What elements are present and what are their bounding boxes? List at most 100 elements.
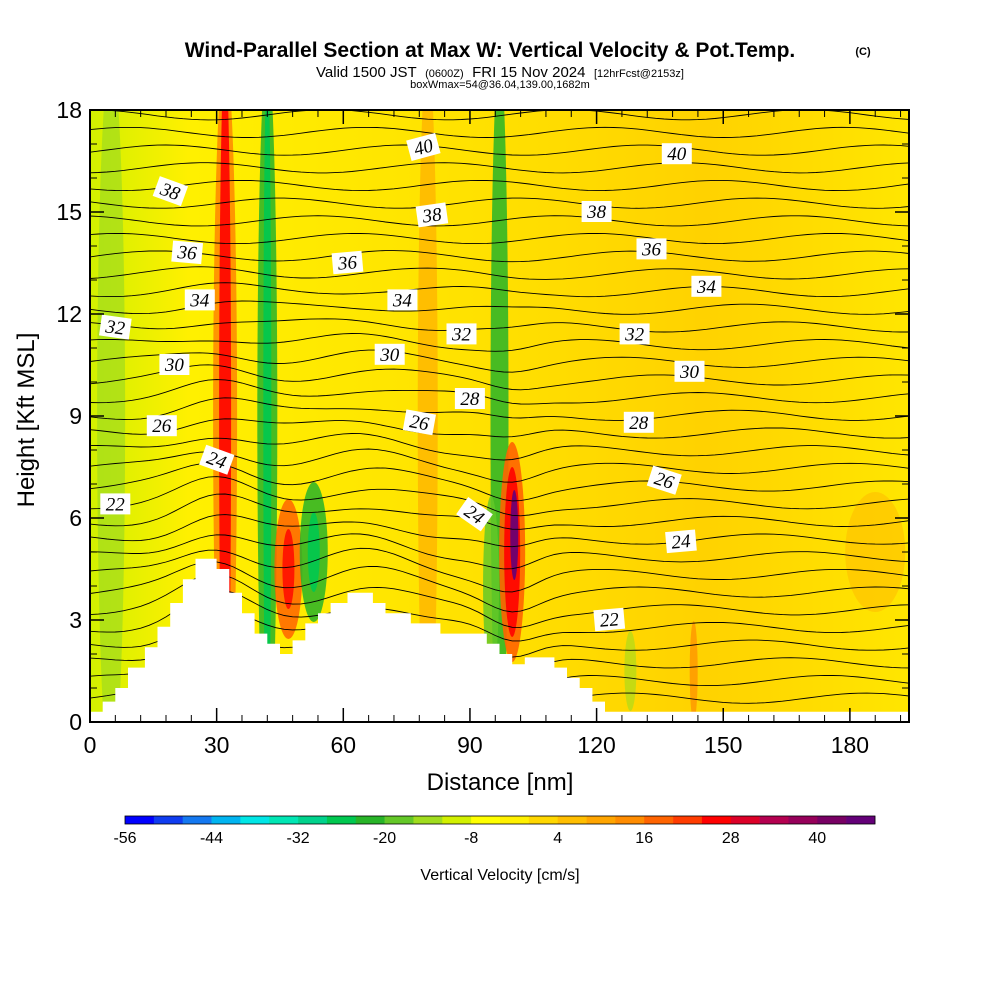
x-tick-label: 120 [577,732,615,758]
theta-contour-label: 36 [171,240,204,265]
x-axis-label: Distance [nm] [427,769,574,796]
theta-contour-line [90,282,909,298]
theta-contour-labels: 40 40 38 38 38 36 36 36 34 34 34 32 32 32 30 30 30 28 28 26… [99,132,722,632]
updraft-cell [689,621,698,721]
theta-contour-label: 36 [331,250,364,275]
contour-label-bg [99,314,132,340]
colorbar-swatch [471,816,501,824]
colorbar-swatch [817,816,847,824]
theta-contour-line [90,561,909,613]
colorbar-frame [124,815,876,825]
theta-contour-line [90,533,909,570]
colorbar-swatch [153,816,183,824]
contour-label-text: 28 [629,413,649,434]
colorbar-tick-label: -8 [464,830,478,847]
colorbar-swatch [673,816,703,824]
colorbar-tick-label: 40 [808,830,826,847]
contour-label-bg [665,529,697,554]
contour-label-text: 32 [451,324,472,345]
colorbar [124,815,876,825]
theta-contour-label: 34 [184,289,215,311]
theta-contour-label: 26 [402,409,436,435]
colorbar-swatch [384,816,414,824]
contour-label-text: 38 [420,204,443,228]
contour-label-bg [636,238,667,260]
forecast-info: [12hrFcst@2153z] [594,68,684,80]
contour-label-text: 34 [392,290,413,311]
contour-label-bg [146,415,177,437]
y-tick-label: 0 [69,709,82,735]
contour-label-text: 30 [164,355,185,376]
colorbar-swatch [586,816,616,824]
contour-label-bg [171,240,204,265]
colorbar-swatch [730,816,760,824]
contour-label-text: 30 [679,362,700,383]
colorbar-tick-label: -44 [200,830,223,847]
terrain-profile [90,558,909,722]
colorbar-swatch [442,816,472,824]
contour-label-bg [415,202,449,228]
downdraft-cell [483,496,500,676]
downdraft-cell-core [307,512,320,592]
colorbar-swatch [211,816,241,824]
contour-label-text: 22 [106,494,126,515]
theta-contour-label: 28 [623,411,654,434]
theta-contour-line [90,547,909,593]
contour-label-bg [406,132,441,161]
contour-label-text: 26 [152,416,172,437]
chart-header: Wind-Parallel Section at Max W: Vertical… [185,39,871,91]
theta-contour-label: 38 [415,202,449,228]
colorbar-swatch [500,816,530,824]
colorbar-swatch [846,816,876,824]
x-axis: 0 30 60 90 120 150 180 [84,110,869,758]
theta-contour-label: 38 [152,176,189,207]
valid-time-line: Valid 1500 JST (0600Z) FRI 15 Nov 2024 [… [316,64,684,81]
contour-label-text: 36 [176,242,198,265]
contour-label-bg [454,388,485,409]
theta-contour-label: 24 [456,496,493,532]
colorbar-swatch [759,816,789,824]
theta-contour-line [90,418,909,439]
contour-label-text: 40 [667,144,687,165]
theta-contour-label: 40 [406,132,441,161]
colorbar-swatch [528,816,558,824]
theta-contour-line [90,126,909,138]
theta-contour-line [90,379,909,405]
theta-contour-label: 30 [674,360,705,383]
theta-contour-label: 22 [593,607,626,632]
contour-label-bg [159,354,190,375]
contour-label-bg [623,411,654,433]
theta-contour-line [90,433,909,461]
contour-label-text: 30 [379,345,400,366]
contour-label-bg [374,343,405,365]
contour-label-text: 32 [624,324,645,345]
theta-contour-label: 26 [646,465,682,495]
contour-label-bg [199,444,235,475]
valid-prefix: Valid 1500 JST [316,64,417,81]
theta-contour-label: 32 [446,323,477,345]
colorbar-swatch [701,816,732,824]
theta-contour-label: 40 [661,143,692,165]
theta-contour-label: 32 [99,314,132,340]
contour-label-bg [581,201,612,222]
theta-contour-line [90,300,909,315]
theta-contour-line [90,197,909,209]
colorbar-tick-label: 4 [553,830,562,847]
contour-label-bg [691,275,722,297]
theta-contour-line [90,476,909,517]
x-tick-label: 60 [331,732,357,758]
theta-contour-line [90,349,909,373]
theta-contour-line [90,250,909,263]
theta-contour-line [90,318,909,333]
colorbar-swatch [355,816,385,824]
theta-contour-line [90,333,909,352]
valid-utc: (0600Z) [425,68,464,80]
box-wmax-info: boxWmax=54@36.04,139.00,1682m [410,79,590,91]
y-tick-label: 3 [69,607,82,633]
colorbar-swatch [557,816,587,824]
theta-contour-label: 38 [581,201,612,223]
theta-contour-line [90,514,909,548]
contour-label-text: 36 [336,252,358,275]
x-tick-label: 180 [831,732,869,758]
theta-contour-label: 34 [387,289,418,311]
